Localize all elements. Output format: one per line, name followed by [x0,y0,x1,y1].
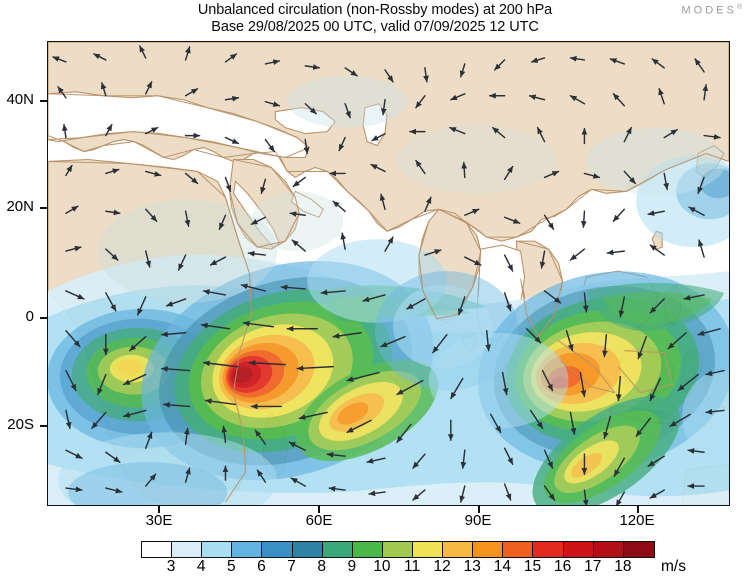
colorbar-segment-3 [232,542,263,557]
colorbar-segment-16 [623,542,654,557]
x-axis-label-30E: 30E [145,512,173,529]
x-axis-label-120E: 120E [619,512,655,529]
wind-vector-field [52,45,725,505]
y-axis-label-40N: 40N [6,91,34,108]
colorbar-tick-3: 3 [166,558,176,575]
colorbar-segment-6 [322,542,353,557]
colorbar-units-label: m/s [661,558,686,575]
colorbar-segment-5 [292,542,323,557]
y-tick-0 [40,317,47,319]
colorbar-tick-13: 13 [463,558,481,575]
colorbar-tick-8: 8 [317,558,327,575]
x-axis-label-90E: 90E [464,512,492,529]
y-tick-20S [40,425,47,427]
colorbar-segment-10 [443,542,474,557]
colorbar-segment-15 [593,542,624,557]
colorbar-tick-16: 16 [554,558,572,575]
persian-gulf [290,190,324,218]
y-axis-label-0: 0 [25,308,34,325]
colorbar-tick-17: 17 [584,558,602,575]
colorbar-tick-14: 14 [493,558,512,575]
page-title: Unbalanced circulation (non-Rossby modes… [197,2,553,18]
windspeed-contour-field [48,75,729,505]
modes-registered-mark: ® [736,4,742,11]
page-subtitle: Base 29/08/2025 00 UTC, valid 07/09/2025… [211,19,539,35]
colorbar-segment-2 [202,542,233,557]
colorbar-segment-4 [262,542,293,557]
colorbar-segment-13 [533,542,564,557]
modes-logo-text: MODES [681,4,737,17]
colorbar-tick-12: 12 [433,558,451,575]
colorbar-tick-18: 18 [614,558,632,575]
colorbar-tick-11: 11 [404,558,421,575]
colorbar-segment-14 [563,542,594,557]
y-tick-20N [40,207,47,209]
colorbar-tick-15: 15 [523,558,542,575]
y-axis-label-20S: 20S [7,416,34,433]
black-sea [274,107,336,135]
colorbar-segment-11 [473,542,504,557]
colorbar-segment-8 [382,542,413,557]
colorbar-tick-5: 5 [227,558,236,575]
x-tick-60E [318,506,320,513]
max-maritime-tail [532,396,681,505]
colorbar-segment-0 [142,542,173,557]
colorbar-segment-1 [172,542,203,557]
x-tick-30E [158,506,160,513]
colorbar-segment-12 [503,542,534,557]
colorbar-tick-9: 9 [347,558,357,575]
title-block: Unbalanced circulation (non-Rossby modes… [0,2,750,36]
colorbar-segment-7 [352,542,383,557]
map-canvas [48,42,729,505]
x-tick-90E [478,506,480,513]
x-axis-label-60E: 60E [305,512,333,529]
colorbar-tick-4: 4 [196,558,206,575]
map-plot-area [47,41,730,506]
y-tick-40N [40,100,47,102]
colorbar [141,541,655,558]
modes-logo: MODES® [681,4,742,17]
y-axis-label-20N: 20N [6,198,34,215]
red-sea [232,180,281,248]
colorbar-tick-6: 6 [257,558,266,575]
colorbar-tick-7: 7 [287,558,296,575]
colorbar-tick-10: 10 [373,558,391,575]
x-tick-120E [637,506,639,513]
colorbar-segment-9 [412,542,444,557]
max-central-tongue [295,359,439,462]
colorbar-swatches [141,541,655,558]
